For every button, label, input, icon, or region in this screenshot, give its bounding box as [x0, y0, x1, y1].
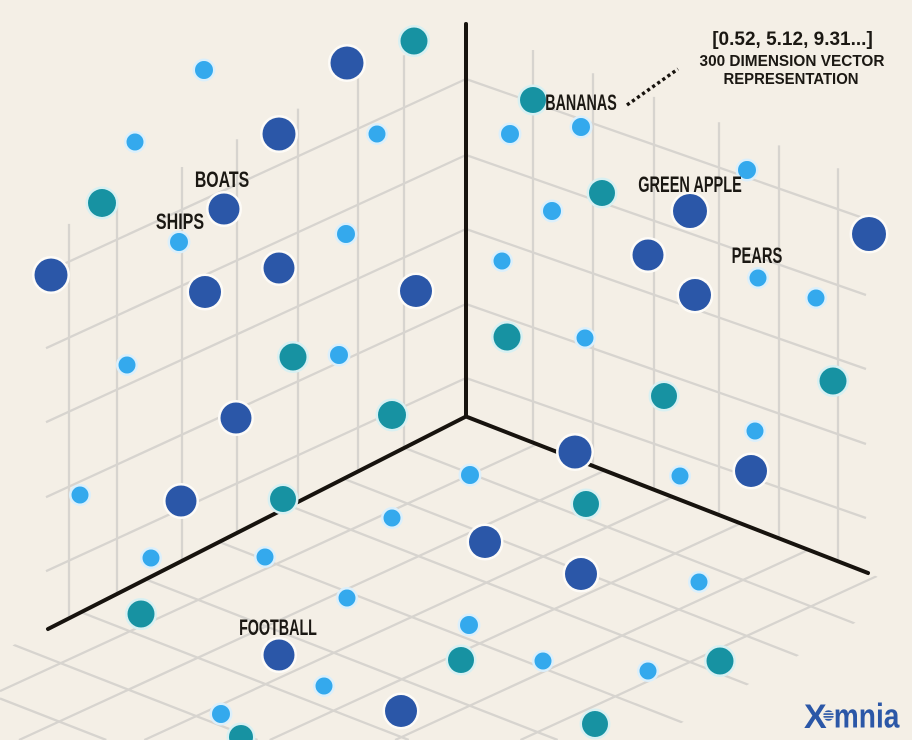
- svg-text:mnia: mnia: [834, 697, 900, 735]
- svg-text:X: X: [804, 698, 827, 736]
